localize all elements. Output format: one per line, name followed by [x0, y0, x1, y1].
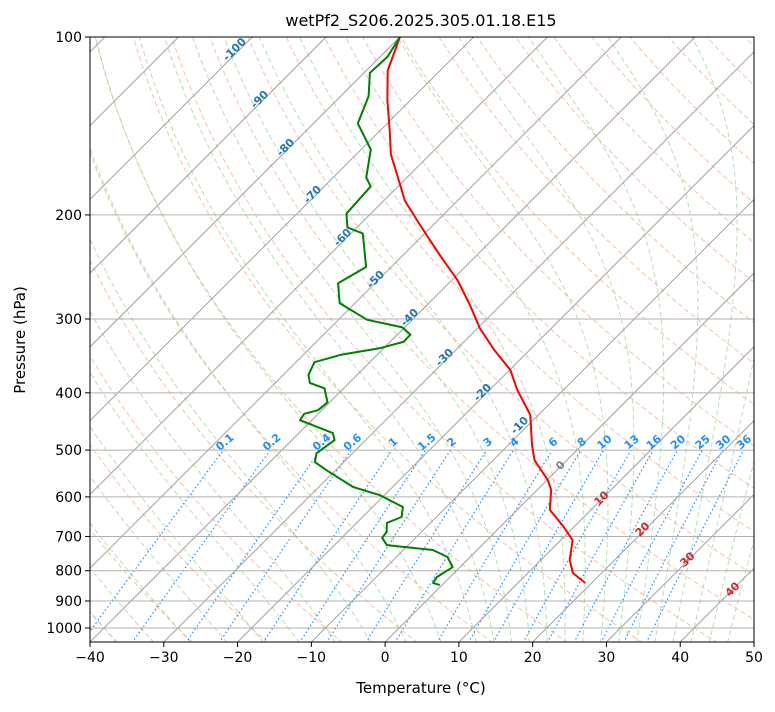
isotherm-line — [458, 24, 775, 643]
dry-adiabat — [770, 24, 775, 643]
data-series — [300, 37, 585, 585]
mixing-ratio-line — [601, 450, 702, 643]
isotherm-line — [0, 24, 339, 643]
isotherm-label: -100 — [220, 35, 249, 64]
isotherm-line — [163, 24, 775, 643]
moist-adiabat — [254, 24, 547, 643]
x-tick-label: 40 — [671, 650, 689, 666]
moist-adiabat — [709, 24, 775, 643]
mixing-ratio-line — [574, 450, 678, 643]
x-axis-label: Temperature (°C) — [355, 679, 485, 697]
mixing-ratio-line — [82, 450, 224, 643]
moist-adiabat — [0, 24, 335, 643]
x-tick-label: 10 — [450, 650, 468, 666]
y-tick-label: 300 — [55, 312, 82, 328]
x-tick-label: −40 — [75, 650, 105, 666]
isotherm-label: -10 — [508, 414, 531, 437]
moist-adiabat — [691, 24, 775, 643]
y-tick-label: 1000 — [46, 621, 82, 637]
moist-adiabat — [0, 24, 264, 643]
x-tick-label: −20 — [223, 650, 253, 666]
moist-adiabat — [26, 24, 371, 643]
moist-adiabat — [0, 24, 228, 643]
mixing-ratio-label: 4 — [507, 435, 521, 450]
mixing-ratio-label: 25 — [693, 432, 713, 452]
isotherm-label: -20 — [471, 381, 494, 404]
dry-adiabat — [0, 24, 268, 643]
isotherm-label: -40 — [398, 306, 421, 329]
isotherm-line — [15, 24, 634, 643]
isotherm-line — [605, 24, 775, 643]
chart-title: wetPf2_S206.2025.305.01.18.E15 — [285, 11, 556, 31]
y-tick-label: 600 — [55, 490, 82, 506]
isotherm-line — [310, 24, 775, 643]
y-tick-label: 700 — [55, 529, 82, 545]
x-tick-label: 30 — [598, 650, 616, 666]
moist-adiabat — [57, 24, 407, 643]
y-tick-label: 500 — [55, 443, 82, 459]
mixing-ratio-line — [468, 450, 581, 643]
dry-adiabat — [356, 24, 775, 643]
x-tick-label: 20 — [524, 650, 542, 666]
x-tick-label: 0 — [381, 650, 390, 666]
dry-adiabat — [0, 24, 343, 643]
y-axis-label: Pressure (hPa) — [11, 286, 29, 394]
moist-adiabat — [727, 24, 775, 643]
isotherm-label: -70 — [301, 183, 324, 206]
mixing-ratio-label: 2 — [445, 435, 459, 450]
plot-frame — [90, 37, 754, 642]
isotherm-line — [89, 24, 708, 643]
mixing-ratio-line — [219, 450, 351, 643]
mixing-ratio-line — [646, 450, 743, 643]
moist-adiabat — [188, 24, 512, 643]
isotherm-line — [0, 24, 413, 643]
isotherm-label: 10 — [592, 488, 612, 508]
x-tick-label: 50 — [745, 650, 763, 666]
y-tick-label: 200 — [55, 208, 82, 224]
mixing-ratio-label: 30 — [713, 432, 733, 452]
isotherm-label: 30 — [678, 549, 698, 569]
dry-adiabat — [695, 24, 775, 643]
y-tick-label: 800 — [55, 564, 82, 580]
isotherm-line — [0, 24, 265, 643]
isotherm-label: -30 — [433, 346, 456, 369]
x-tick-label: −10 — [297, 650, 327, 666]
mixing-ratio-label: 1 — [386, 435, 400, 450]
dry-adiabat — [17, 24, 418, 643]
isotherm-label: -90 — [248, 88, 271, 111]
mixing-ratio-label: 13 — [622, 432, 642, 452]
dry-adiabat — [280, 24, 775, 643]
mixing-ratio-line — [326, 450, 450, 643]
isotherm-label: -50 — [364, 268, 387, 291]
background-lines — [0, 24, 775, 643]
x-tick-label: −30 — [149, 650, 179, 666]
dry-adiabat — [130, 24, 643, 643]
isotherm-label-zero: 0 — [553, 458, 568, 473]
mixing-ratio-label: 6 — [546, 435, 560, 450]
mixing-ratio-line — [132, 450, 270, 643]
isotherm-line — [532, 24, 775, 643]
dry-adiabat — [243, 24, 775, 643]
moist-adiabat — [339, 24, 585, 643]
mixing-ratio-label: 10 — [594, 432, 614, 452]
y-tick-label: 400 — [55, 386, 82, 402]
mixing-ratio-label: 20 — [668, 432, 688, 452]
moist-adiabat — [0, 24, 300, 643]
isotherm-line — [753, 24, 775, 643]
y-tick-label: 900 — [55, 594, 82, 610]
moist-adiabat — [673, 24, 737, 643]
mixing-ratio-label: 3 — [481, 435, 495, 450]
isotherm-label: -80 — [274, 136, 297, 159]
y-tick-label: 100 — [55, 30, 82, 46]
moist-adiabat — [160, 24, 494, 643]
isotherm-line — [0, 24, 487, 643]
